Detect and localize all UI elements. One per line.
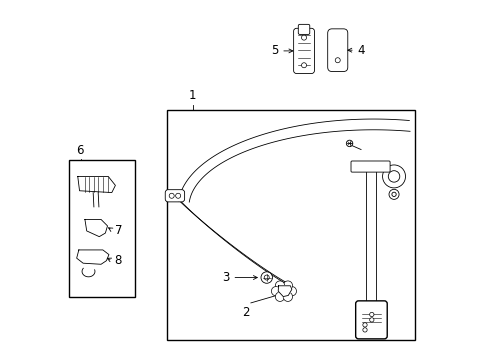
Text: 6: 6 bbox=[76, 144, 83, 157]
Bar bbox=[167, 110, 414, 339]
Ellipse shape bbox=[346, 140, 352, 147]
Text: 1: 1 bbox=[188, 89, 196, 102]
Circle shape bbox=[286, 287, 296, 296]
Circle shape bbox=[335, 58, 340, 63]
FancyBboxPatch shape bbox=[355, 301, 386, 339]
FancyBboxPatch shape bbox=[350, 161, 389, 172]
Circle shape bbox=[275, 281, 284, 290]
Circle shape bbox=[391, 192, 395, 197]
Text: 8: 8 bbox=[115, 254, 122, 267]
Circle shape bbox=[264, 275, 269, 280]
Circle shape bbox=[369, 318, 373, 322]
Circle shape bbox=[362, 323, 366, 327]
Polygon shape bbox=[77, 250, 109, 264]
Circle shape bbox=[301, 63, 306, 68]
Polygon shape bbox=[278, 286, 291, 297]
Circle shape bbox=[169, 193, 174, 198]
Circle shape bbox=[301, 35, 306, 40]
FancyBboxPatch shape bbox=[165, 190, 184, 202]
Circle shape bbox=[362, 328, 366, 332]
Circle shape bbox=[283, 292, 292, 301]
FancyBboxPatch shape bbox=[298, 24, 309, 35]
Text: 5: 5 bbox=[271, 44, 278, 57]
Circle shape bbox=[175, 193, 180, 198]
FancyBboxPatch shape bbox=[293, 28, 314, 73]
Circle shape bbox=[275, 292, 284, 301]
Circle shape bbox=[387, 171, 399, 182]
Text: 4: 4 bbox=[357, 44, 365, 57]
Circle shape bbox=[369, 312, 373, 317]
Circle shape bbox=[388, 189, 398, 199]
Bar bbox=[69, 160, 135, 297]
FancyBboxPatch shape bbox=[327, 29, 347, 72]
Bar bbox=[366, 171, 376, 307]
Circle shape bbox=[261, 272, 272, 283]
Text: 7: 7 bbox=[115, 224, 122, 237]
Circle shape bbox=[283, 281, 292, 290]
Text: 3: 3 bbox=[222, 271, 229, 284]
Polygon shape bbox=[78, 176, 115, 193]
Text: 2: 2 bbox=[242, 306, 249, 319]
Circle shape bbox=[271, 287, 280, 296]
Circle shape bbox=[382, 165, 405, 188]
Polygon shape bbox=[85, 220, 107, 237]
